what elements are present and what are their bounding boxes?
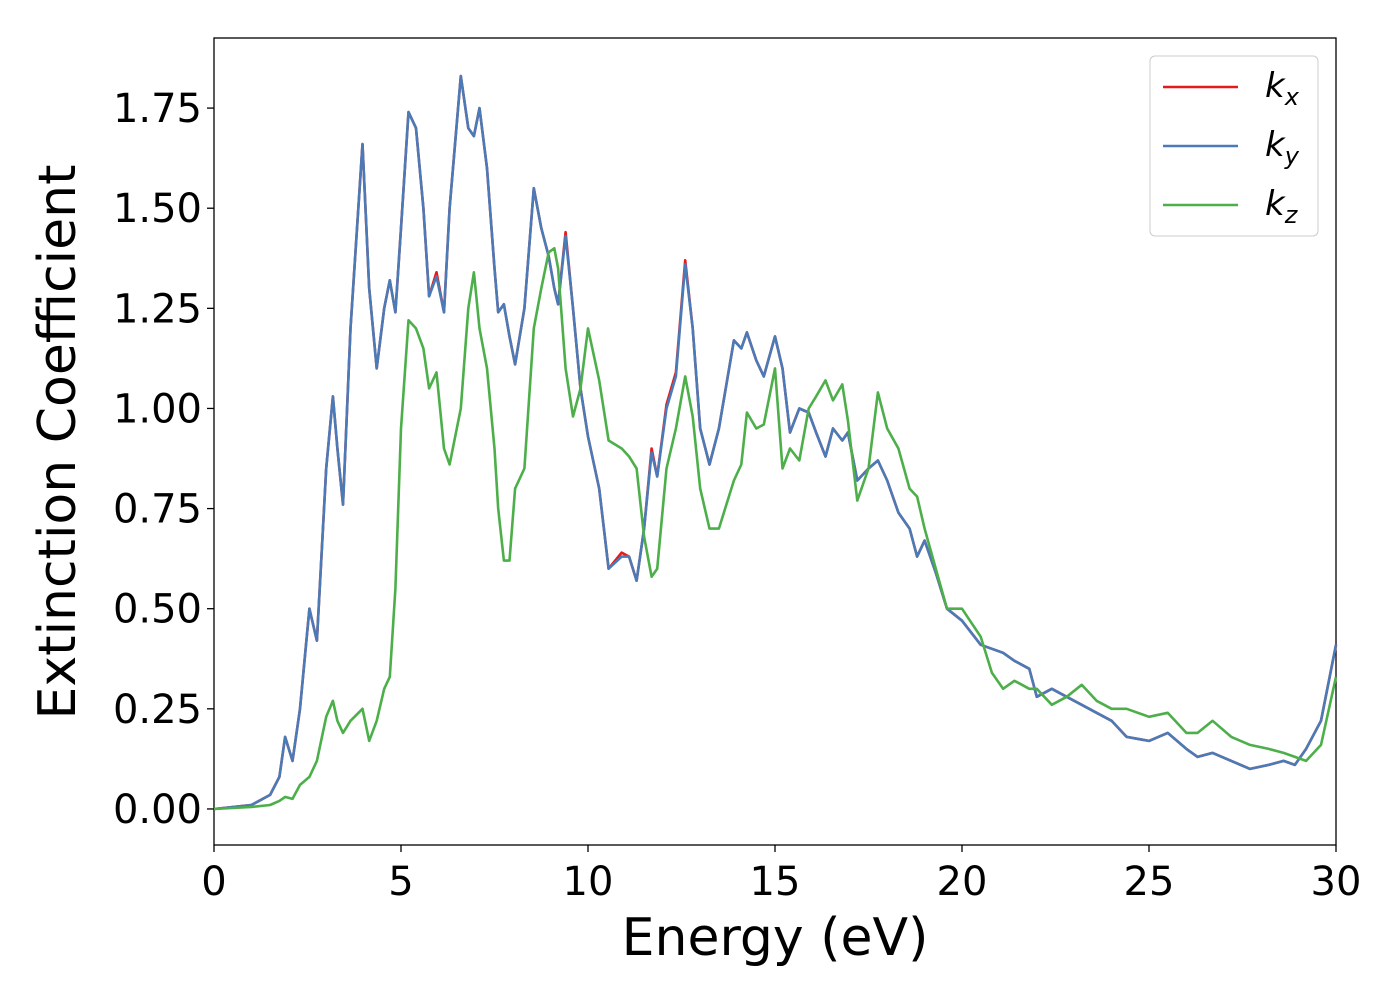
x-tick-label: 20 [937,859,988,905]
x-tick-label: 30 [1311,859,1362,905]
y-tick-label: 1.00 [113,386,202,432]
y-tick-label: 1.50 [113,186,202,232]
legend: kx ky kz [1149,55,1319,237]
legend-label: kz [1265,184,1299,229]
x-axis-label: Energy (eV) [622,908,929,968]
legend-label: ky [1265,125,1300,170]
legend-label: kx [1265,66,1300,111]
x-tick-label: 25 [1124,859,1175,905]
x-tick-label: 10 [563,859,614,905]
series-line [213,74,1338,811]
y-tick-label: 0.50 [113,587,202,633]
y-tick-label: 0.00 [113,787,202,833]
y-tick-label: 0.25 [113,687,202,733]
y-axis-label: Extinction Coefficient [28,165,88,720]
x-tick-label: 5 [388,859,413,905]
series-line [213,247,1338,811]
x-tick-label: 0 [201,859,226,905]
y-tick-label: 1.75 [113,86,202,132]
x-tick-label: 15 [750,859,801,905]
y-tick-label: 1.25 [113,286,202,332]
y-tick-label: 0.75 [113,487,202,533]
